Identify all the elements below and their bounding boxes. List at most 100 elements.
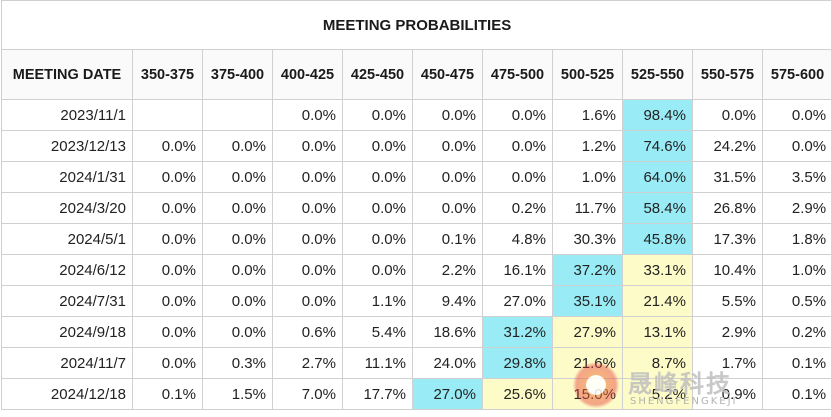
- probability-cell: 0.0%: [272, 99, 343, 131]
- column-header-meeting-date: MEETING DATE: [1, 49, 133, 100]
- probability-cell: 33.1%: [622, 254, 693, 286]
- meeting-date-cell: 2023/12/13: [1, 130, 133, 162]
- probability-cell: 9.4%: [412, 285, 483, 317]
- probability-cell: 1.0%: [761, 254, 831, 286]
- meeting-date-cell: 2024/6/12: [1, 254, 133, 286]
- column-header-450-475: 450-475: [412, 49, 483, 100]
- probability-cell: 0.0%: [761, 130, 831, 162]
- table-row: 2024/1/31 0.0% 0.0% 0.0% 0.0% 0.0% 0.0% 1.0% 64.…: [1, 161, 831, 193]
- column-header-350-375: 350-375: [132, 49, 203, 100]
- header-row: MEETING DATE 350-375 375-400 400-425 425-450…: [1, 49, 831, 100]
- probability-cell: 74.6%: [622, 130, 693, 162]
- probability-cell: 24.2%: [692, 130, 763, 162]
- probability-cell: 0.0%: [692, 99, 763, 131]
- probability-cell: 0.0%: [412, 161, 483, 193]
- column-header-550-575: 550-575: [692, 49, 763, 100]
- probability-cell: 0.0%: [272, 223, 343, 255]
- probability-cell: 5.2%: [622, 378, 693, 410]
- table-row: 2024/12/18 0.1% 1.5% 7.0% 17.7% 27.0% 25.6% 15.…: [1, 378, 831, 410]
- probability-cell: 0.0%: [132, 130, 203, 162]
- probability-cell: 5.5%: [692, 285, 763, 317]
- probability-cell: 7.0%: [272, 378, 343, 410]
- probability-cell: 0.5%: [761, 285, 831, 317]
- meeting-date-cell: 2024/1/31: [1, 161, 133, 193]
- probability-cell: 17.3%: [692, 223, 763, 255]
- probability-cell: 0.0%: [482, 161, 553, 193]
- probability-cell: 0.0%: [272, 161, 343, 193]
- probability-cell: 2.9%: [761, 192, 831, 224]
- probability-cell: 27.0%: [482, 285, 553, 317]
- probability-cell: 0.0%: [202, 192, 273, 224]
- probability-cell: 29.8%: [482, 347, 553, 379]
- probability-cell: 0.3%: [202, 347, 273, 379]
- probability-cell: 0.0%: [342, 130, 413, 162]
- probability-cell: 0.0%: [272, 285, 343, 317]
- probability-cell: 2.2%: [412, 254, 483, 286]
- probability-cell: 0.0%: [482, 130, 553, 162]
- probability-cell: 0.0%: [342, 254, 413, 286]
- probability-cell: 0.0%: [132, 347, 203, 379]
- probability-cell: 0.6%: [272, 316, 343, 348]
- probability-cell: 0.9%: [692, 378, 763, 410]
- meeting-date-cell: 2024/11/7: [1, 347, 133, 379]
- probability-cell: 0.1%: [761, 347, 831, 379]
- meeting-date-cell: 2024/3/20: [1, 192, 133, 224]
- column-header-400-425: 400-425: [272, 49, 343, 100]
- probability-cell: 0.0%: [132, 161, 203, 193]
- probability-cell: 0.0%: [342, 223, 413, 255]
- probability-cell: 0.0%: [342, 161, 413, 193]
- table-row: 2024/5/1 0.0% 0.0% 0.0% 0.0% 0.1% 4.8% 30.3% 45.…: [1, 223, 831, 255]
- probability-cell: 0.1%: [761, 378, 831, 410]
- table-row: 2024/3/20 0.0% 0.0% 0.0% 0.0% 0.0% 0.2% 11.7% 58…: [1, 192, 831, 224]
- probability-cell: 0.0%: [272, 254, 343, 286]
- probability-cell: 58.4%: [622, 192, 693, 224]
- probability-cell: 31.5%: [692, 161, 763, 193]
- probability-cell: 1.0%: [552, 161, 623, 193]
- probability-cell: [202, 99, 273, 131]
- probability-cell: 0.0%: [202, 130, 273, 162]
- probability-cell: [132, 99, 203, 131]
- probability-cell: 0.0%: [412, 192, 483, 224]
- probability-cell: 21.4%: [622, 285, 693, 317]
- column-header-500-525: 500-525: [552, 49, 623, 100]
- probability-cell: 0.0%: [342, 99, 413, 131]
- column-header-575-600: 575-600: [761, 49, 831, 100]
- probability-cell: 26.8%: [692, 192, 763, 224]
- meeting-date-cell: 2024/12/18: [1, 378, 133, 410]
- probability-cell: 0.0%: [132, 254, 203, 286]
- probability-cell: 8.7%: [622, 347, 693, 379]
- probability-cell: 0.0%: [761, 99, 831, 131]
- probability-cell: 25.6%: [482, 378, 553, 410]
- probability-cell: 0.0%: [202, 316, 273, 348]
- table-row: 2023/11/1 0.0% 0.0% 0.0% 0.0% 1.6% 98.4% 0.0% 0.…: [1, 99, 831, 131]
- probability-cell: 98.4%: [622, 99, 693, 131]
- table-title: MEETING PROBABILITIES: [0, 0, 831, 50]
- table-row: 2024/9/18 0.0% 0.0% 0.6% 5.4% 18.6% 31.2% 27.9%…: [1, 316, 831, 348]
- meeting-date-cell: 2024/9/18: [1, 316, 133, 348]
- probability-cell: 30.3%: [552, 223, 623, 255]
- table-row: 2024/6/12 0.0% 0.0% 0.0% 0.0% 2.2% 16.1% 37.2% 3…: [1, 254, 831, 286]
- probability-cell: 11.1%: [342, 347, 413, 379]
- column-header-375-400: 375-400: [202, 49, 273, 100]
- probability-cell: 17.7%: [342, 378, 413, 410]
- probability-cell: 0.0%: [482, 99, 553, 131]
- probability-cell: 0.0%: [342, 192, 413, 224]
- probability-cell: 4.8%: [482, 223, 553, 255]
- probability-cell: 0.0%: [412, 99, 483, 131]
- probability-cell: 0.0%: [132, 316, 203, 348]
- probability-cell: 21.6%: [552, 347, 623, 379]
- probability-cell: 15.0%: [552, 378, 623, 410]
- probability-cell: 0.0%: [132, 223, 203, 255]
- column-header-475-500: 475-500: [482, 49, 553, 100]
- table-row: 2024/11/7 0.0% 0.3% 2.7% 11.1% 24.0% 29.8% 21.6…: [1, 347, 831, 379]
- probability-cell: 0.0%: [272, 130, 343, 162]
- probability-cell: 45.8%: [622, 223, 693, 255]
- table-body: 2023/11/1 0.0% 0.0% 0.0% 0.0% 1.6% 98.4% 0.0% 0.…: [1, 99, 831, 410]
- probability-cell: 27.9%: [552, 316, 623, 348]
- meeting-date-cell: 2024/7/31: [1, 285, 133, 317]
- probability-cell: 0.1%: [412, 223, 483, 255]
- probability-cell: 1.5%: [202, 378, 273, 410]
- meeting-date-cell: 2023/11/1: [1, 99, 133, 131]
